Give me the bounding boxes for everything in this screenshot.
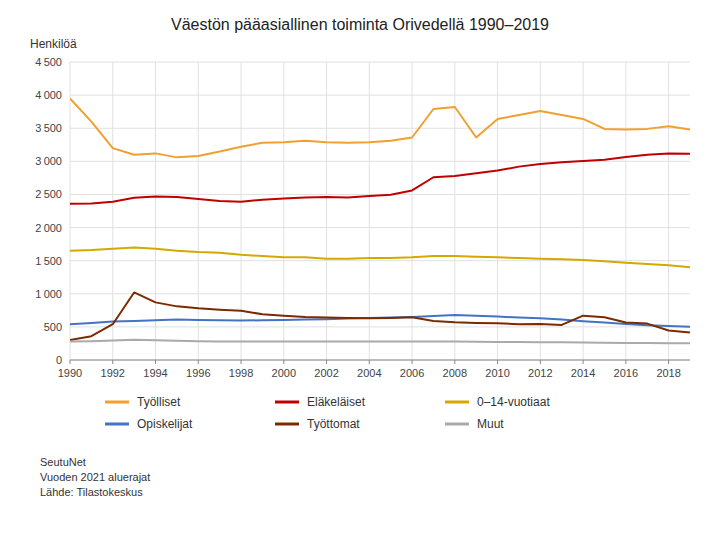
x-tick-label: 2012 bbox=[528, 367, 552, 379]
y-tick-label: 3 000 bbox=[35, 155, 62, 167]
y-tick-label: 4 000 bbox=[35, 89, 62, 101]
source-text: SeutuNet bbox=[40, 456, 86, 468]
x-tick bbox=[283, 360, 284, 364]
y-grid-line bbox=[70, 62, 690, 63]
x-tick bbox=[625, 360, 626, 364]
x-grid-line bbox=[668, 62, 669, 360]
source-text: Lähde: Tilastokeskus bbox=[40, 486, 143, 498]
legend: Työlliset Eläkeläiset 0–14-vuotiaat Opiskel… bbox=[105, 395, 550, 431]
x-tick-label: 1994 bbox=[143, 367, 167, 379]
x-grid-line bbox=[625, 62, 626, 360]
x-tick bbox=[540, 360, 541, 364]
x-tick bbox=[241, 360, 242, 364]
legend-label: Eläkeläiset bbox=[307, 395, 366, 409]
title: Väestön pääasiallinen toiminta Orivedell… bbox=[171, 16, 549, 33]
series-line bbox=[70, 98, 690, 157]
x-tick bbox=[369, 360, 370, 364]
x-tick bbox=[198, 360, 199, 364]
legend-swatch bbox=[105, 423, 129, 426]
legend-item: Työlliset bbox=[105, 395, 181, 409]
series-line bbox=[70, 292, 690, 340]
x-grid-line bbox=[369, 62, 370, 360]
y-tick-label: 3 500 bbox=[35, 122, 62, 134]
y-tick-label: 1 500 bbox=[35, 255, 62, 267]
x-tick-label: 2014 bbox=[571, 367, 595, 379]
x-tick bbox=[583, 360, 584, 364]
x-tick-label: 1996 bbox=[186, 367, 210, 379]
x-tick-label: 2018 bbox=[656, 367, 680, 379]
legend-swatch bbox=[275, 401, 299, 404]
x-tick bbox=[112, 360, 113, 364]
y-grid-line bbox=[70, 128, 690, 129]
x-tick bbox=[412, 360, 413, 364]
lines bbox=[70, 98, 690, 343]
x-tick-label: 1992 bbox=[101, 367, 125, 379]
legend-label: Työttomat bbox=[307, 417, 360, 431]
x-tick-label: 2016 bbox=[614, 367, 638, 379]
legend-item: Työttomat bbox=[275, 417, 360, 431]
x-grid-line bbox=[155, 62, 156, 360]
y-grid-line bbox=[70, 227, 690, 228]
series-line bbox=[70, 247, 690, 267]
x-tick bbox=[497, 360, 498, 364]
x-tick bbox=[668, 360, 669, 364]
x-grid-line bbox=[326, 62, 327, 360]
x-grid-line bbox=[198, 62, 199, 360]
series-line bbox=[70, 153, 690, 203]
x-tick-label: 2000 bbox=[272, 367, 296, 379]
legend-label: 0–14-vuotiaat bbox=[477, 395, 550, 409]
grid bbox=[70, 62, 690, 360]
legend-swatch bbox=[105, 401, 129, 404]
x-tick bbox=[326, 360, 327, 364]
series-line bbox=[70, 340, 690, 344]
x-tick-label: 2002 bbox=[314, 367, 338, 379]
y-grid-line bbox=[70, 360, 690, 361]
y-tick-label: 2 000 bbox=[35, 222, 62, 234]
y-axis-label: Henkilöä bbox=[30, 37, 77, 51]
x-tick bbox=[454, 360, 455, 364]
y-grid-line bbox=[70, 95, 690, 96]
y-grid-line bbox=[70, 326, 690, 327]
legend-label: Opiskelijat bbox=[137, 417, 193, 431]
x-grid-line bbox=[540, 62, 541, 360]
y-tick-label: 4 500 bbox=[35, 56, 62, 68]
x-tick bbox=[70, 360, 71, 364]
x-tick-label: 2006 bbox=[400, 367, 424, 379]
source: SeutuNet Vuoden 2021 aluerajat Lähde: Tila… bbox=[40, 456, 150, 498]
y-tick-label: 1 000 bbox=[35, 288, 62, 300]
legend-item: Muut bbox=[445, 417, 504, 431]
x-tick-label: 2008 bbox=[443, 367, 467, 379]
legend-item: Opiskelijat bbox=[105, 417, 193, 431]
x-tick-label: 1990 bbox=[58, 367, 82, 379]
x-axis-line bbox=[70, 360, 690, 361]
legend-swatch bbox=[275, 423, 299, 426]
source-text: Vuoden 2021 aluerajat bbox=[40, 471, 150, 483]
legend-label: Muut bbox=[477, 417, 504, 431]
legend-swatch bbox=[445, 401, 469, 404]
legend-item: 0–14-vuotiaat bbox=[445, 395, 550, 409]
y-tick-label: 0 bbox=[56, 354, 62, 366]
axes: 0 500 1 000 1 500 2 000 2 500 3 000 3 500 4 000 4… bbox=[35, 56, 690, 379]
legend-label: Työlliset bbox=[137, 395, 181, 409]
legend-item: Eläkeläiset bbox=[275, 395, 366, 409]
x-grid-line bbox=[112, 62, 113, 360]
x-grid-line bbox=[70, 62, 71, 360]
x-tick-label: 2004 bbox=[357, 367, 381, 379]
legend-swatch bbox=[445, 423, 469, 426]
x-grid-line bbox=[241, 62, 242, 360]
y-tick-label: 2 500 bbox=[35, 188, 62, 200]
x-tick-label: 1998 bbox=[229, 367, 253, 379]
x-tick bbox=[155, 360, 156, 364]
y-grid-line bbox=[70, 293, 690, 294]
x-grid-line bbox=[497, 62, 498, 360]
x-grid-line bbox=[412, 62, 413, 360]
y-tick-label: 500 bbox=[44, 321, 62, 333]
x-tick-label: 2010 bbox=[485, 367, 509, 379]
chart: Väestön pääasiallinen toiminta Orivedell… bbox=[0, 0, 720, 540]
